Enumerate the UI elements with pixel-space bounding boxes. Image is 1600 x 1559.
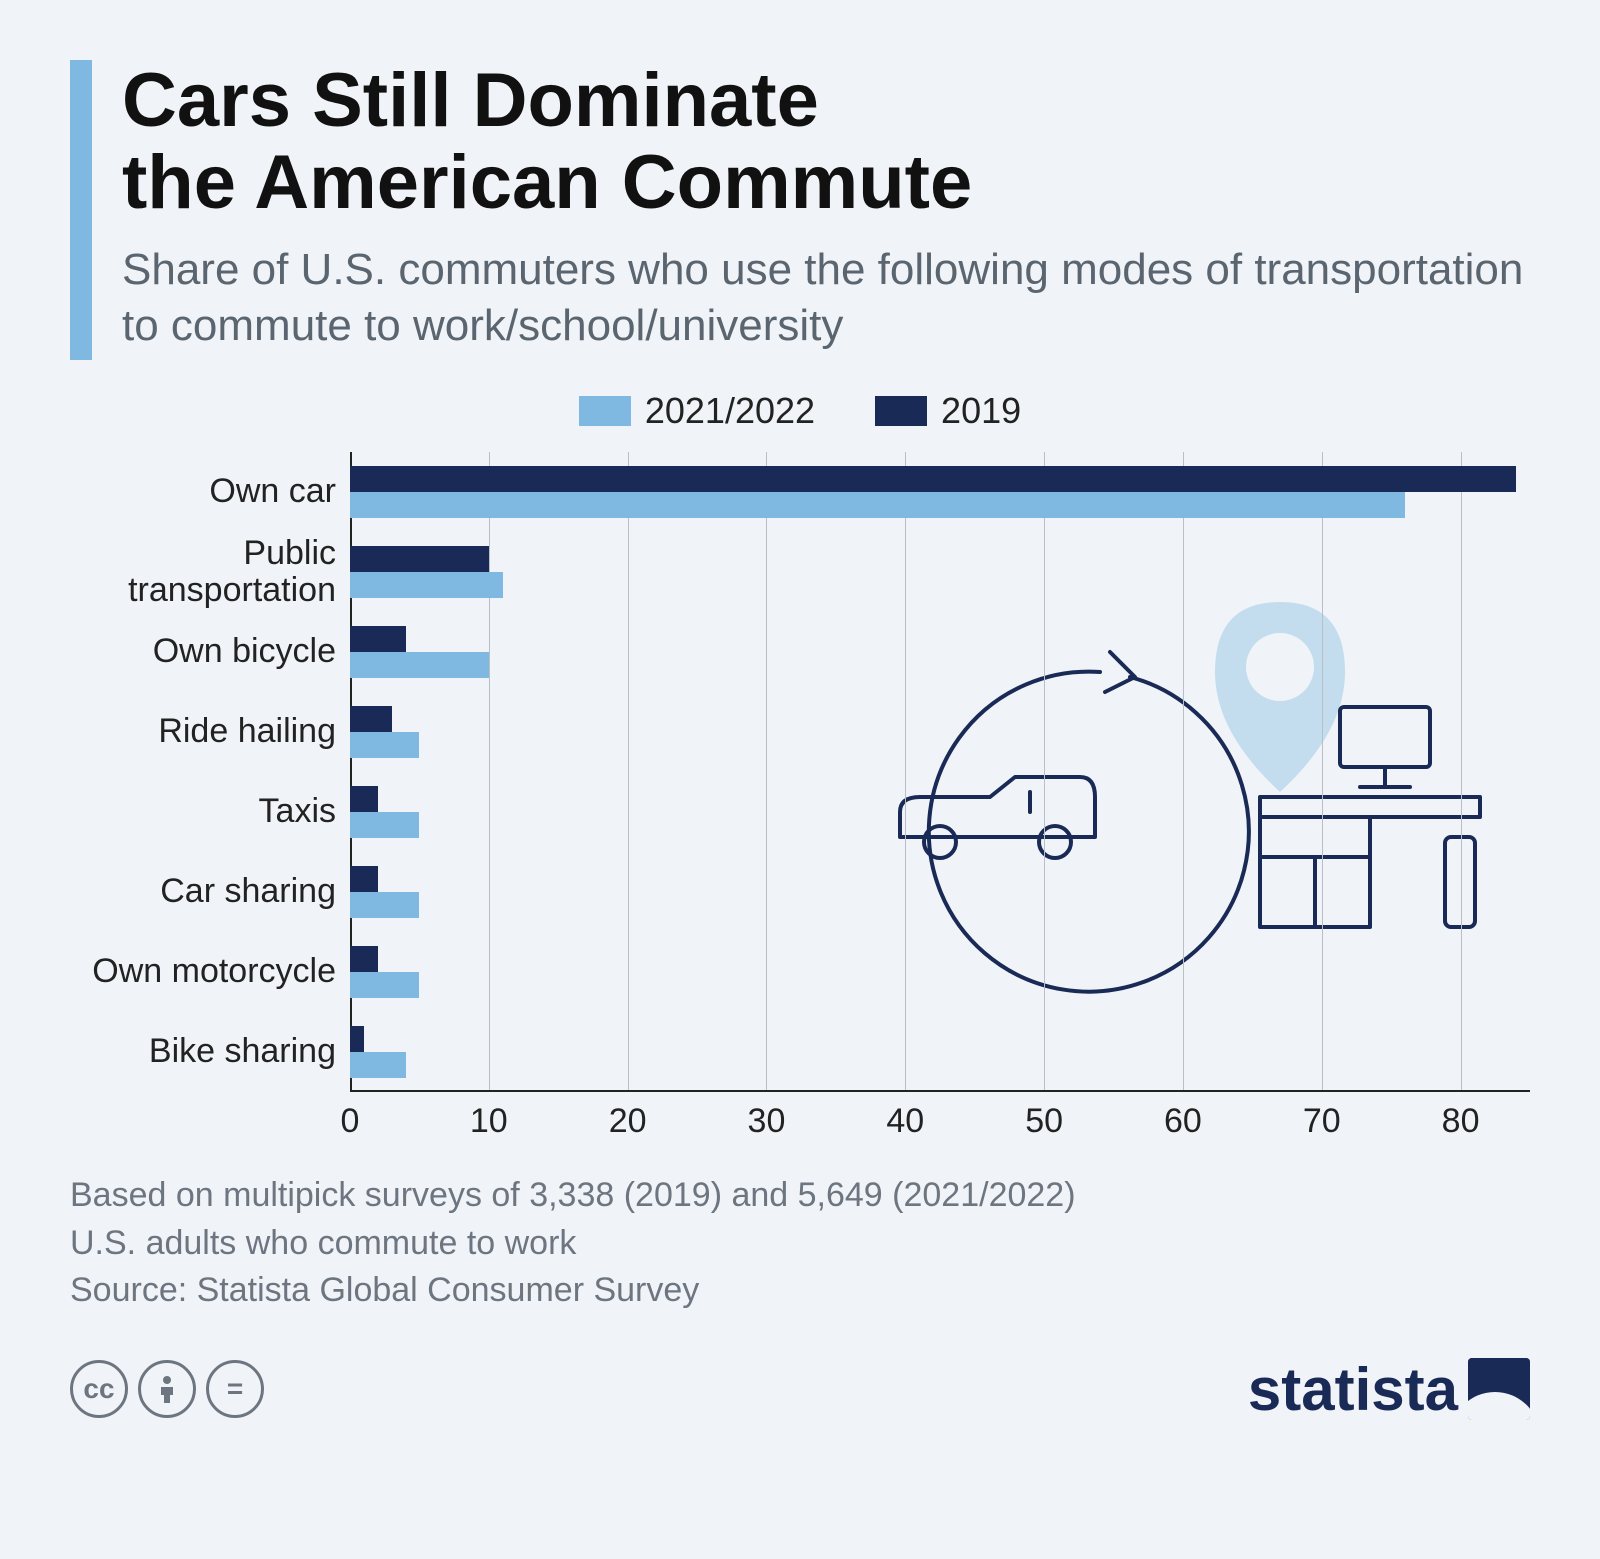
legend-label: 2019 <box>941 390 1021 432</box>
chart-title: Cars Still Dominatethe American Commute <box>122 60 1530 224</box>
legend-swatch <box>875 396 927 426</box>
bar <box>350 1052 406 1078</box>
bar <box>350 706 392 732</box>
category-label: Ride hailing <box>70 692 350 772</box>
bar-row <box>350 452 1530 532</box>
bar-row <box>350 772 1530 852</box>
x-tick-label: 80 <box>1442 1102 1480 1141</box>
bar <box>350 866 378 892</box>
bar <box>350 812 419 838</box>
bar-row <box>350 532 1530 612</box>
bar-row <box>350 1012 1530 1092</box>
source: Source: Statista Global Consumer Survey <box>70 1271 699 1309</box>
bar-row <box>350 612 1530 692</box>
legend: 2021/2022 2019 <box>70 390 1530 432</box>
x-tick-label: 50 <box>1025 1102 1063 1141</box>
legend-item: 2019 <box>875 390 1021 432</box>
category-label: Own motorcycle <box>70 932 350 1012</box>
footer: cc = statista <box>70 1355 1530 1424</box>
bar <box>350 572 503 598</box>
chart: Own carPublictransportationOwn bicycleRi… <box>70 452 1530 1092</box>
title-block: Cars Still Dominatethe American Commute … <box>122 60 1530 355</box>
bar <box>350 652 489 678</box>
bar <box>350 786 378 812</box>
x-tick-label: 0 <box>341 1102 360 1141</box>
bar <box>350 946 378 972</box>
category-label: Own bicycle <box>70 612 350 692</box>
bar <box>350 626 406 652</box>
bar <box>350 892 419 918</box>
footnote: Based on multipick surveys of 3,338 (201… <box>70 1172 1530 1315</box>
chart-subtitle: Share of U.S. commuters who use the foll… <box>122 242 1530 355</box>
cc-by-icon <box>138 1360 196 1418</box>
category-label: Publictransportation <box>70 532 350 612</box>
bar <box>350 972 419 998</box>
bar-row <box>350 692 1530 772</box>
cc-nd-icon: = <box>206 1360 264 1418</box>
statista-logo: statista <box>1248 1355 1530 1424</box>
x-tick-label: 10 <box>470 1102 508 1141</box>
legend-item: 2021/2022 <box>579 390 815 432</box>
footnote-line2: U.S. adults who commute to work <box>70 1224 576 1262</box>
bar <box>350 466 1516 492</box>
logo-wave-icon <box>1468 1358 1530 1420</box>
x-tick-label: 60 <box>1164 1102 1202 1141</box>
brand-text: statista <box>1248 1355 1458 1424</box>
bar <box>350 1026 364 1052</box>
category-label: Taxis <box>70 772 350 852</box>
x-tick-label: 40 <box>886 1102 924 1141</box>
x-tick-label: 30 <box>748 1102 786 1141</box>
legend-label: 2021/2022 <box>645 390 815 432</box>
footnote-line1: Based on multipick surveys of 3,338 (201… <box>70 1176 1076 1214</box>
cc-icon: cc <box>70 1360 128 1418</box>
bar <box>350 732 419 758</box>
bar <box>350 492 1405 518</box>
category-label: Car sharing <box>70 852 350 932</box>
bar <box>350 546 489 572</box>
x-tick-label: 70 <box>1303 1102 1341 1141</box>
accent-bar <box>70 60 92 360</box>
cc-icons: cc = <box>70 1360 264 1418</box>
y-axis-labels: Own carPublictransportationOwn bicycleRi… <box>70 452 350 1092</box>
bar-row <box>350 932 1530 1012</box>
plot-area: 01020304050607080 <box>350 452 1530 1092</box>
legend-swatch <box>579 396 631 426</box>
category-label: Bike sharing <box>70 1012 350 1092</box>
category-label: Own car <box>70 452 350 532</box>
x-tick-label: 20 <box>609 1102 647 1141</box>
header: Cars Still Dominatethe American Commute … <box>70 60 1530 360</box>
bar-row <box>350 852 1530 932</box>
